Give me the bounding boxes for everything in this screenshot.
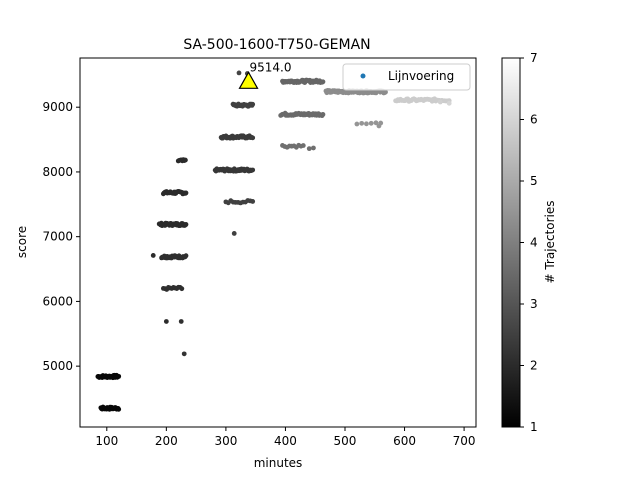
data-point: [306, 146, 312, 152]
colorbar-tick-label: 3: [530, 297, 538, 311]
data-point: [178, 319, 184, 324]
data-point: [300, 143, 306, 148]
y-tick-label: 8000: [42, 165, 73, 179]
data-point: [250, 101, 256, 107]
legend-label: Lijnvoering: [388, 69, 454, 83]
y-axis: 5000 6000 7000 8000 9000: [42, 100, 80, 373]
data-point: [250, 199, 256, 204]
colorbar-tick-label: 4: [530, 236, 538, 250]
colorbar: 1 2 3 4 5 6 7 # Trajectories: [501, 51, 557, 434]
x-tick-label: 400: [274, 434, 297, 448]
x-tick-label: 300: [214, 434, 237, 448]
legend-marker: [360, 73, 366, 79]
data-point: [163, 319, 169, 324]
data-point: [183, 157, 188, 163]
data-point: [376, 123, 382, 129]
data-point: [250, 135, 256, 141]
data-point: [359, 120, 365, 126]
colorbar-gradient: [501, 57, 521, 428]
x-axis: 100 200 300 400 500 600 700: [95, 427, 476, 448]
y-tick-label: 7000: [42, 230, 73, 244]
colorbar-tick-label: 2: [530, 359, 538, 373]
legend-box: [342, 63, 471, 91]
y-tick-label: 5000: [42, 359, 73, 373]
y-axis-label: score: [15, 226, 29, 258]
legend: Lijnvoering: [342, 63, 471, 91]
best-score-label: 9514.0: [250, 60, 292, 74]
colorbar-tick-label: 5: [530, 174, 538, 188]
data-point: [116, 373, 122, 379]
data-point: [368, 120, 374, 126]
data-point: [320, 79, 326, 85]
colorbar-label: # Trajectories: [543, 201, 557, 284]
data-point: [116, 406, 122, 412]
data-point: [179, 286, 185, 292]
data-point: [236, 70, 242, 76]
best-score-annotation: 9514.0: [238, 60, 292, 89]
data-point: [383, 89, 388, 95]
x-tick-label: 700: [453, 434, 476, 448]
plot-frame: [79, 57, 477, 428]
colorbar-tick-label: 1: [530, 420, 538, 434]
x-tick-label: 600: [393, 434, 416, 448]
data-point: [320, 112, 326, 117]
data-point: [181, 351, 187, 357]
colorbar-ticks: 1 2 3 4 5 6 7: [520, 51, 538, 434]
data-point: [183, 253, 189, 259]
best-score-marker: [238, 71, 259, 89]
data-point: [250, 167, 256, 173]
data-point: [231, 231, 237, 236]
data-point: [446, 100, 452, 106]
chart-title: SA-500-1600-T750-GEMAN: [183, 37, 370, 53]
colorbar-tick-label: 6: [530, 113, 538, 127]
x-axis-label: minutes: [254, 456, 303, 470]
data-point: [183, 222, 189, 227]
data-point: [373, 120, 379, 126]
colorbar-tick-label: 7: [530, 51, 538, 65]
data-point: [311, 145, 316, 151]
data-point: [354, 121, 360, 127]
data-point: [150, 253, 156, 258]
scatter-points: [95, 70, 452, 412]
y-tick-label: 6000: [42, 294, 73, 308]
data-point: [437, 99, 443, 105]
x-tick-label: 500: [334, 434, 357, 448]
y-tick-label: 9000: [42, 100, 73, 114]
x-tick-label: 100: [95, 434, 118, 448]
data-point: [364, 121, 369, 127]
data-point: [183, 190, 189, 196]
x-tick-label: 200: [155, 434, 178, 448]
